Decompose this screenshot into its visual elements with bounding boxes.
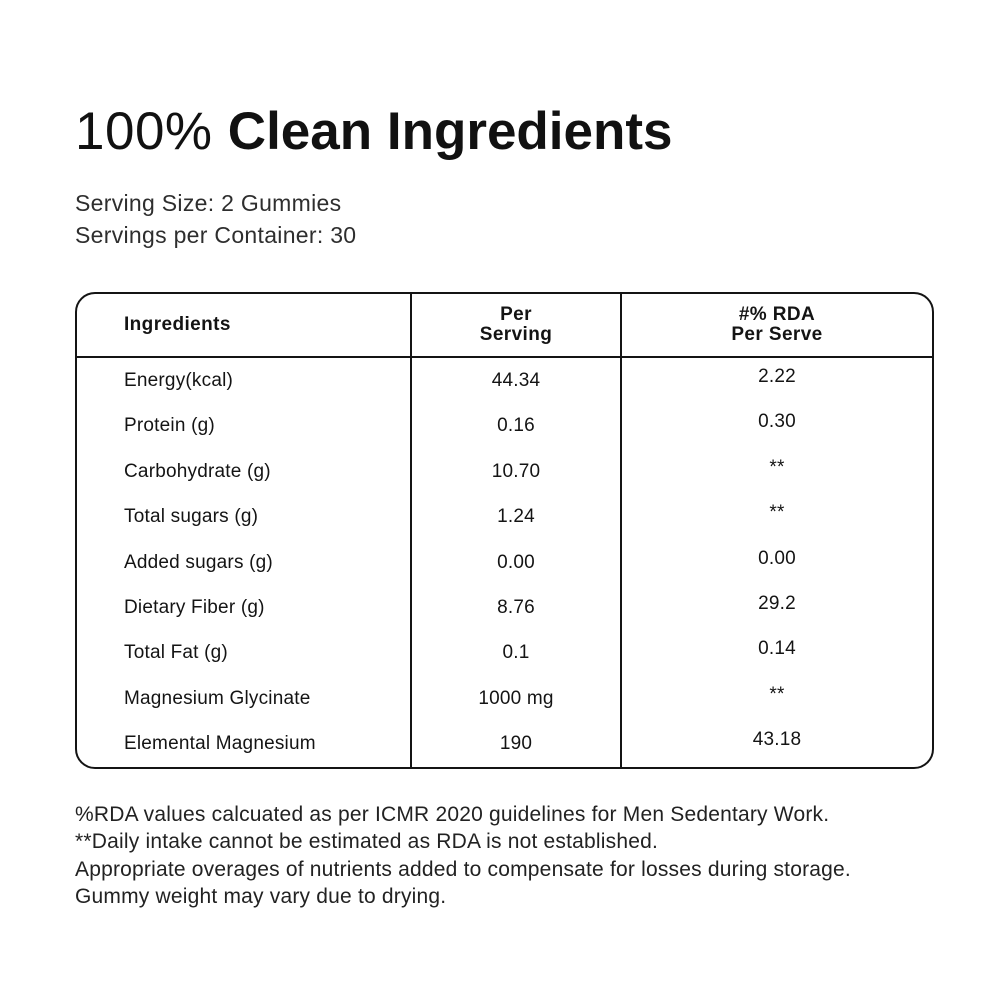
ingredient-name: Added sugars (g) <box>124 551 273 573</box>
rda-value-text: 2.22 <box>758 365 796 387</box>
rda-value: 0.30 <box>620 403 932 450</box>
footnote-gummy-weight: Gummy weight may vary due to drying. <box>75 885 447 909</box>
rda-value-text: ** <box>769 502 785 524</box>
table-row: Energy(kcal) 44.34 2.22 <box>77 358 932 404</box>
table-row: Elemental Magnesium 190 43.18 <box>77 721 932 767</box>
table-row: Carbohydrate (g) 10.70 ** <box>77 449 932 495</box>
rda-value: 0.14 <box>620 630 932 677</box>
table-row: Protein (g) 0.16 0.30 <box>77 403 932 450</box>
footnote-rda-guidelines: %RDA values calcuated as per ICMR 2020 g… <box>75 802 830 826</box>
nutrition-table: Ingredients Per Serving #% RDA Per Serve… <box>75 292 934 769</box>
ingredient-name: Total Fat (g) <box>124 642 228 664</box>
per-serving-value: 0.16 <box>410 403 620 450</box>
ingredient-name: Protein (g) <box>124 415 215 437</box>
rda-value-text: 0.00 <box>758 547 796 569</box>
rda-value-text: ** <box>769 456 785 478</box>
per-serving-value: 1.24 <box>410 494 620 540</box>
serving-info: Serving Size: 2 Gummies Servings per Con… <box>75 187 930 251</box>
table-row: Dietary Fiber (g) 8.76 29.2 <box>77 585 932 631</box>
ingredient-name: Magnesium Glycinate <box>124 687 311 709</box>
rda-value: ** <box>620 676 932 722</box>
ingredient-name: Energy(kcal) <box>124 369 234 391</box>
serving-size-text: Serving Size: 2 Gummies <box>75 190 342 217</box>
per-serving-value: 1000 mg <box>410 676 620 722</box>
page-title: 100% Clean Ingredients <box>75 102 930 161</box>
ingredient-name: Elemental Magnesium <box>124 733 316 755</box>
rda-value-text: 43.18 <box>752 729 802 751</box>
per-serving-value: 0.00 <box>410 539 620 586</box>
rda-value-text: 29.2 <box>758 592 796 614</box>
per-serving-value: 190 <box>410 721 620 767</box>
rda-value: 43.18 <box>620 721 932 767</box>
per-serving-value: 8.76 <box>410 585 620 631</box>
servings-per-container-text: Servings per Container: 30 <box>75 222 357 249</box>
rda-value: ** <box>620 494 932 540</box>
ingredient-name: Carbohydrate (g) <box>124 460 271 482</box>
per-serving-value: 10.70 <box>410 449 620 495</box>
rda-value-text: ** <box>769 683 785 705</box>
header-ingredients: Ingredients <box>124 314 231 336</box>
footnotes: %RDA values calcuated as per ICMR 2020 g… <box>75 801 930 911</box>
rda-value: 2.22 <box>620 358 932 404</box>
header-rda-per-serve: #% RDA Per Serve <box>620 294 932 357</box>
ingredient-name: Dietary Fiber (g) <box>124 596 265 618</box>
per-serving-value: 44.34 <box>410 358 620 404</box>
per-serving-value: 0.1 <box>410 630 620 677</box>
rda-value: ** <box>620 449 932 495</box>
table-row: Magnesium Glycinate 1000 mg ** <box>77 676 932 722</box>
table-row: Added sugars (g) 0.00 0.00 <box>77 539 932 586</box>
table-row: Total Fat (g) 0.1 0.14 <box>77 630 932 677</box>
header-per-serving: Per Serving <box>410 294 620 357</box>
title-percентage: 100% <box>75 102 213 161</box>
footnote-overages: Appropriate overages of nutrients added … <box>75 857 851 881</box>
rda-value: 0.00 <box>620 539 932 586</box>
table-header-row: Ingredients Per Serving #% RDA Per Serve <box>77 294 932 359</box>
ingredient-name: Total sugars (g) <box>124 506 259 528</box>
table-row: Total sugars (g) 1.24 ** <box>77 494 932 540</box>
rda-value-text: 0.30 <box>758 411 796 433</box>
title-main: Clean Ingredients <box>227 102 673 161</box>
rda-value-text: 0.14 <box>758 638 796 660</box>
rda-value: 29.2 <box>620 585 932 631</box>
footnote-daily-intake: **Daily intake cannot be estimated as RD… <box>75 830 659 854</box>
